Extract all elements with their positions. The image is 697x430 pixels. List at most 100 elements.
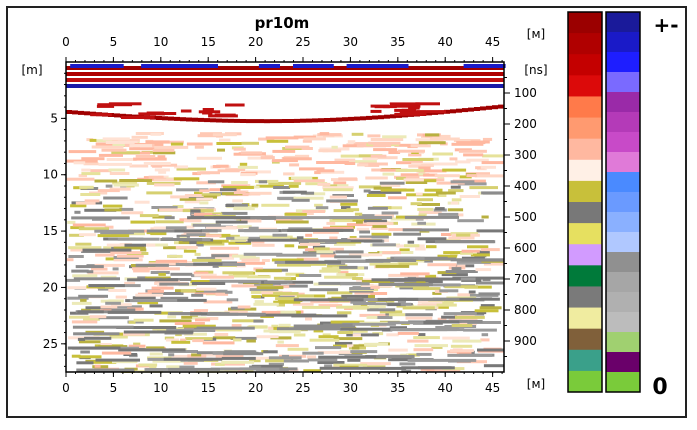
red-band: [66, 72, 504, 76]
texture-cell: [166, 365, 180, 369]
red-reflector: [462, 108, 468, 113]
texture-cell: [299, 274, 322, 277]
texture-cell: [370, 138, 404, 141]
y-unit-right: [ns]: [524, 63, 547, 77]
red-reflector: [202, 108, 214, 111]
texture-cell: [298, 245, 308, 249]
reflector-segment: [107, 310, 162, 314]
texture-cell: [306, 355, 317, 359]
x-unit-bottom: [м]: [527, 377, 545, 391]
red-reflector: [114, 113, 120, 118]
texture-cell: [253, 267, 263, 271]
red-reflector: [270, 119, 276, 124]
texture-cell: [436, 303, 457, 307]
texture-cell: [395, 168, 424, 172]
texture-cell: [168, 353, 175, 357]
red-reflector: [78, 110, 84, 115]
red-reflector: [384, 114, 390, 119]
texture-cell: [128, 344, 146, 348]
texture-cell: [482, 191, 504, 195]
texture-cell: [359, 235, 389, 239]
texture-cell: [313, 329, 324, 333]
texture-cell: [155, 259, 188, 263]
texture-cell: [482, 154, 504, 158]
texture-cell: [326, 199, 358, 203]
texture-cell: [330, 320, 365, 324]
texture-cell: [249, 288, 279, 292]
texture-cell: [336, 311, 352, 315]
texture-cell: [303, 369, 322, 373]
texture-cell: [194, 273, 217, 277]
texture-cell: [69, 233, 84, 237]
texture-cell: [255, 269, 282, 273]
texture-cell: [366, 315, 378, 319]
texture-cell: [251, 240, 265, 244]
texture-cell: [266, 139, 289, 143]
texture-cell: [151, 286, 174, 290]
blue-band: [293, 64, 324, 68]
texture-cell: [123, 332, 145, 336]
texture-cell: [265, 359, 298, 363]
texture-cell: [357, 163, 369, 167]
texture-cell: [215, 292, 229, 296]
reflector-segment: [390, 328, 448, 332]
reflector-segment: [207, 312, 266, 316]
positive-scale-swatch: [568, 286, 602, 309]
reflector-segment: [135, 263, 169, 267]
texture-cell: [359, 313, 389, 317]
texture-cell: [346, 344, 354, 348]
texture-cell: [102, 204, 123, 208]
blue-band: [346, 64, 384, 68]
texture-cell: [196, 256, 216, 260]
texture-cell: [196, 287, 217, 291]
texture-cell: [466, 174, 478, 178]
red-reflector: [186, 117, 192, 122]
red-reflector: [394, 104, 421, 108]
texture-cell: [215, 220, 248, 224]
red-reflector: [294, 118, 300, 123]
reflector-segment: [82, 248, 132, 252]
red-reflector: [408, 106, 420, 110]
texture-cell: [143, 162, 171, 165]
reflector-segment: [77, 310, 104, 314]
texture-cell: [450, 185, 461, 189]
positive-scale-swatch: [568, 75, 602, 97]
texture-cell: [459, 195, 480, 198]
negative-scale-swatch: [606, 132, 640, 153]
texture-cell: [201, 193, 221, 197]
texture-cell: [282, 190, 307, 194]
texture-cell: [81, 157, 105, 161]
texture-cell: [263, 329, 296, 333]
texture-cell: [388, 196, 407, 200]
texture-cell: [207, 180, 225, 184]
reflector-segment: [463, 328, 497, 332]
reflector-segment: [75, 265, 104, 269]
red-reflector: [360, 116, 366, 121]
texture-cell: [334, 158, 356, 162]
texture-cell: [273, 300, 301, 304]
y-tick-label-right: 600: [514, 241, 537, 255]
texture-cell: [222, 186, 254, 189]
reflector-segment: [277, 327, 309, 331]
texture-cell: [150, 271, 170, 274]
chart-frame: pr10m [м] [м] [m] [ns] 0 0 5 5 10 10 15 15 20 20 2…: [6, 6, 687, 418]
y-tick-label-right: 300: [514, 148, 537, 162]
reflector-segment: [221, 356, 256, 360]
reflector-segment: [223, 352, 264, 356]
texture-cell: [81, 172, 101, 176]
texture-cell: [174, 165, 188, 169]
texture-cell: [271, 159, 298, 163]
blue-band: [375, 64, 405, 68]
x-tick-label-top: 10: [153, 35, 168, 49]
negative-scale-swatch: [606, 372, 640, 393]
texture-cell: [112, 181, 138, 185]
texture-cell: [349, 236, 357, 240]
texture-cell: [78, 355, 102, 359]
texture-cell: [397, 262, 418, 266]
blue-band: [160, 64, 194, 68]
red-reflector: [348, 116, 354, 121]
texture-cell: [137, 276, 147, 280]
texture-cell: [67, 296, 89, 300]
texture-cell: [323, 188, 353, 192]
texture-cell: [172, 205, 184, 208]
